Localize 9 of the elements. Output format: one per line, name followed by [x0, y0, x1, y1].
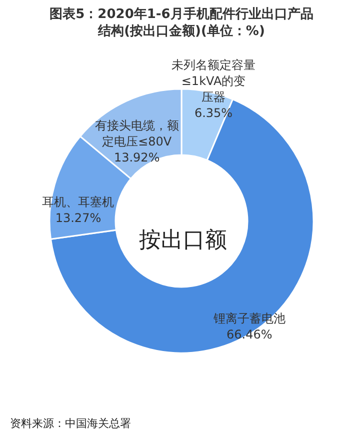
slice-label: 有接头电缆，额定电压≤80V [94, 118, 179, 148]
data-label: 13.92% [114, 150, 160, 164]
slice-label: 未列名额定容量≤1kVA的变压器 [172, 58, 256, 104]
text: 图表5：2020年1-6月手机配件行业出口产品 [50, 7, 314, 22]
text: 结构(按出口金额)(单位：%) [98, 24, 265, 39]
data-label: 13.27% [55, 210, 102, 225]
text: 按出口额 [139, 228, 227, 253]
data-label: 6.35% [194, 106, 233, 120]
text: 资料来源：中国海关总署 [10, 417, 131, 430]
